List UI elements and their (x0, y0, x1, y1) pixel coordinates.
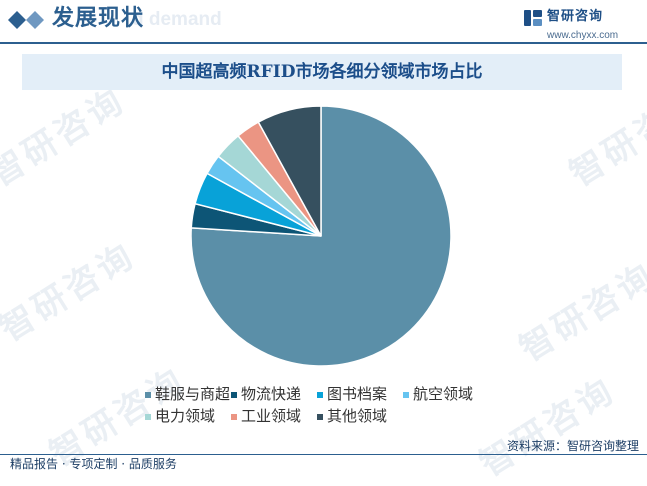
brand-url: www.chyxx.com (547, 30, 619, 41)
legend-label: 图书档案 (327, 385, 388, 403)
legend-label: 鞋服与商超 (155, 385, 231, 403)
legend-swatch (145, 414, 151, 420)
legend-label: 航空领域 (413, 385, 474, 403)
legend-label: 工业领域 (241, 407, 302, 425)
chart-title: 中国超高频RFID市场各细分领域市场占比 (161, 62, 483, 82)
legend-swatch (231, 414, 237, 420)
brand-logo-icon (524, 10, 542, 26)
diamond-bullet-icon (8, 11, 44, 29)
legend-label: 物流快递 (241, 385, 302, 403)
footer-tagline: 精品报告 · 专项定制 · 品质服务 (10, 457, 177, 471)
pie-slice-1 (190, 105, 452, 367)
section-title: 发展现状 (52, 6, 145, 31)
legend-swatch (145, 392, 151, 398)
source-note: 资料来源：智研咨询整理 (507, 439, 639, 453)
legend-swatch (231, 392, 237, 398)
source-value: 智研咨询整理 (566, 439, 639, 453)
legend-swatch (403, 392, 409, 398)
legend-swatch (317, 392, 323, 398)
header-divider (0, 42, 647, 44)
footer-divider (0, 454, 647, 455)
pie-slice-7 (257, 105, 322, 237)
source-label: 资料来源： (506, 439, 567, 453)
chart-title-band: 中国超高频RFID市场各细分领域市场占比 (22, 54, 622, 90)
legend-label: 电力领域 (155, 407, 216, 425)
legend-swatch (317, 414, 323, 420)
header-watermark-text: d demand (132, 9, 222, 30)
brand-logo-block: 智研咨询 www.chyxx.com (523, 8, 623, 44)
legend-label: 其他领域 (327, 407, 388, 425)
page-header: d demand 发展现状 智研咨询 www.chyxx.com (0, 0, 647, 44)
pie-chart (190, 105, 452, 367)
brand-name: 智研咨询 (547, 9, 604, 24)
